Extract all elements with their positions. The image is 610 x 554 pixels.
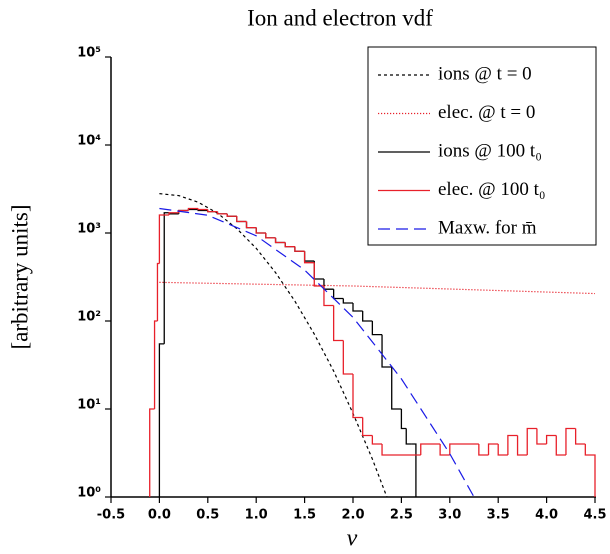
histogram-step: [362, 310, 373, 322]
histogram-step: [391, 367, 402, 410]
histogram-step: [332, 289, 344, 300]
histogram-step: [478, 444, 489, 456]
histogram-step: [187, 207, 199, 211]
histogram-step: [158, 343, 165, 497]
histogram-step: [487, 443, 499, 456]
histogram-step: [178, 209, 189, 213]
y-tick-label: 10³: [77, 222, 101, 237]
legend: [367, 46, 597, 246]
histogram-step: [274, 237, 286, 244]
histogram-step: [584, 444, 596, 497]
histogram-step: [371, 321, 383, 336]
legend-label: Maxw. for m̄: [438, 217, 537, 238]
histogram-step: [439, 444, 450, 456]
histogram-step: [371, 435, 383, 445]
histogram-step: [323, 279, 334, 290]
histogram-step: [149, 408, 155, 497]
histogram-step: [294, 246, 305, 252]
x-tick-label: 0.5: [196, 508, 219, 523]
histogram-step: [187, 208, 199, 211]
chart-title: Ion and electron vdf: [247, 5, 433, 30]
x-tick-label: 1.5: [293, 508, 316, 523]
histogram-step: [449, 443, 479, 456]
histogram-step: [565, 427, 576, 456]
histogram-step: [245, 221, 257, 229]
histogram-step: [265, 233, 276, 239]
histogram-step: [158, 214, 170, 264]
histogram-step: [323, 285, 334, 307]
y-tick-label: 10⁵: [77, 46, 101, 61]
x-tick-label: 2.0: [341, 508, 364, 523]
y-axis-label: [arbitrary units]: [7, 205, 32, 350]
histogram-step: [156, 262, 160, 321]
histogram-step: [265, 233, 276, 239]
x-axis-label: v: [347, 526, 358, 552]
histogram-step: [236, 216, 247, 223]
histogram-step: [352, 373, 363, 419]
histogram-step: [342, 298, 353, 304]
x-tick-label: 0.0: [148, 508, 171, 523]
histogram-step: [245, 221, 257, 229]
histogram-step: [405, 428, 412, 445]
histogram-step: [332, 305, 344, 342]
x-tick-label: -0.5: [97, 508, 125, 523]
histogram-step: [313, 261, 324, 280]
histogram-step: [274, 237, 286, 244]
histogram-step: [342, 340, 353, 375]
histogram-step: [516, 435, 528, 456]
histogram-step: [574, 428, 586, 445]
histogram-step: [536, 428, 547, 445]
histogram-step: [226, 213, 237, 217]
y-tick-label: 10¹: [77, 398, 101, 413]
histogram-step: [197, 208, 208, 211]
histogram-step: [255, 227, 266, 234]
histogram-step: [420, 443, 441, 456]
histogram-step: [411, 443, 417, 497]
histogram-step: [168, 212, 179, 216]
histogram-step: [507, 434, 518, 456]
x-tick-label: 3.0: [438, 508, 461, 523]
histogram-step: [545, 434, 557, 445]
histogram-step: [236, 216, 247, 223]
x-tick-label: 4.0: [535, 508, 558, 523]
legend-label: ions @ t = 0: [438, 63, 532, 84]
legend-label: elec. @ t = 0: [438, 102, 535, 123]
legend-label: ions @ 100 t₀: [438, 140, 542, 161]
y-tick-label: 10⁴: [77, 134, 101, 149]
histogram-step: [303, 251, 315, 262]
series-line: [159, 207, 475, 498]
histogram-step: [362, 417, 373, 437]
histogram-step: [313, 262, 324, 287]
histogram-step: [255, 227, 266, 234]
series-line: [159, 193, 388, 498]
x-tick-label: 4.5: [583, 508, 606, 523]
x-tick-label: 2.5: [390, 508, 413, 523]
histogram-step: [497, 444, 508, 456]
histogram-step: [153, 320, 158, 409]
histogram-step: [400, 409, 407, 430]
legend-label: elec. @ 100 t₀: [438, 179, 545, 200]
histogram-step: [216, 211, 228, 215]
series-line: [159, 281, 596, 295]
histogram-step: [294, 246, 305, 252]
histogram-step: [163, 212, 170, 344]
histogram-step: [526, 427, 537, 456]
histogram-step: [352, 303, 363, 312]
histogram-step: [555, 435, 566, 456]
histogram-step: [284, 242, 295, 248]
histogram-step: [381, 444, 421, 456]
histogram-step: [303, 251, 315, 264]
x-tick-label: 1.0: [245, 508, 268, 523]
x-tick-label: 3.5: [487, 508, 510, 523]
histogram-step: [381, 334, 392, 368]
y-tick-label: 10⁰: [77, 486, 101, 501]
y-tick-label: 10²: [77, 310, 101, 325]
histogram-step: [207, 209, 218, 213]
